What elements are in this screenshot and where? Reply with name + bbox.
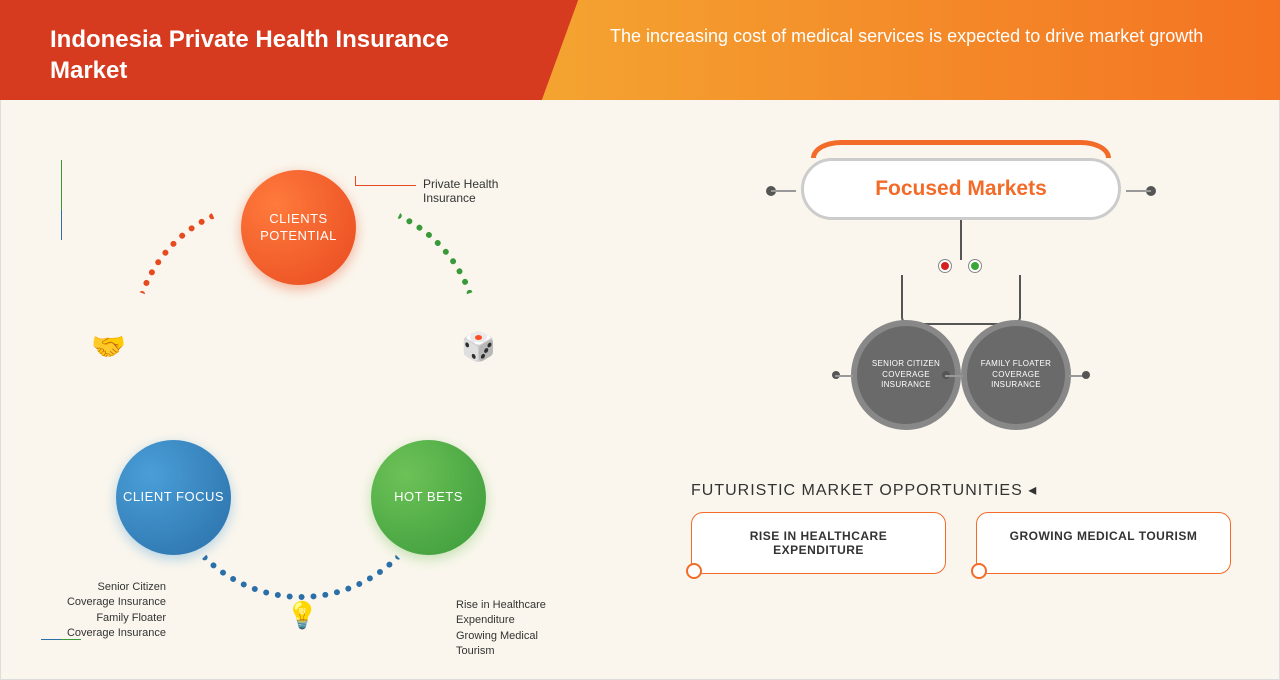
right-column: Focused Markets SENIOR CITIZEN COVERAGE … bbox=[691, 140, 1231, 220]
bulb-icon: 💡 bbox=[286, 600, 318, 631]
tree-branch-right bbox=[961, 275, 1021, 325]
sub-bar bbox=[1069, 375, 1087, 377]
sub-bubble-family: FAMILY FLOATER COVERAGE INSURANCE bbox=[961, 320, 1071, 430]
page-title: Indonesia Private Health Insurance Marke… bbox=[50, 24, 520, 86]
opportunities-title: FUTURISTIC MARKET OPPORTUNITIES bbox=[691, 480, 1231, 500]
focused-markets-title: Focused Markets bbox=[875, 177, 1047, 201]
tree-branch-left bbox=[901, 275, 961, 325]
pill-top-border bbox=[811, 140, 1111, 158]
handshake-icon: 🤝 bbox=[91, 330, 126, 363]
bubble-hot-bets: HOT BETS bbox=[371, 440, 486, 555]
pill-bar-right bbox=[1126, 190, 1151, 192]
lead-label-left: Senior Citizen Coverage InsuranceFamily … bbox=[56, 580, 166, 642]
indicator-green-icon bbox=[969, 260, 981, 272]
focused-markets-pill: Focused Markets SENIOR CITIZEN COVERAGE … bbox=[791, 140, 1131, 220]
opportunities-row: RISE IN HEALTHCARE EXPENDITURE GROWING M… bbox=[691, 512, 1231, 574]
opportunities-section: FUTURISTIC MARKET OPPORTUNITIES RISE IN … bbox=[691, 480, 1231, 574]
opportunity-card: RISE IN HEALTHCARE EXPENDITURE bbox=[691, 512, 946, 574]
header: Indonesia Private Health Insurance Marke… bbox=[0, 0, 1280, 100]
indicator-red-icon bbox=[939, 260, 951, 272]
sub-bar bbox=[835, 375, 853, 377]
pill-bar-left bbox=[771, 190, 796, 192]
sub-bubble-label: SENIOR CITIZEN COVERAGE INSURANCE bbox=[867, 359, 945, 390]
page-subtitle: The increasing cost of medical services … bbox=[610, 24, 1230, 49]
bubble-clients-potential: CLIENTS POTENTIAL bbox=[241, 170, 356, 285]
dice-icon: 🎲 bbox=[461, 330, 496, 363]
opportunity-card: GROWING MEDICAL TOURISM bbox=[976, 512, 1231, 574]
pill-body: Focused Markets bbox=[801, 158, 1121, 220]
cycle-diagram: 🤝 🎲 💡 Private Health Insurance Rise in H… bbox=[61, 160, 541, 640]
header-right: The increasing cost of medical services … bbox=[520, 0, 1280, 100]
bubble-client-focus: CLIENT FOCUS bbox=[116, 440, 231, 555]
sub-bubble-label: FAMILY FLOATER COVERAGE INSURANCE bbox=[977, 359, 1055, 390]
header-left: Indonesia Private Health Insurance Marke… bbox=[0, 0, 520, 100]
lead-line-top bbox=[356, 185, 416, 186]
tree-stem bbox=[960, 220, 962, 260]
body: 🤝 🎲 💡 Private Health Insurance Rise in H… bbox=[0, 100, 1280, 680]
sub-bar bbox=[945, 375, 963, 377]
lead-label-right: Rise in Healthcare ExpenditureGrowing Me… bbox=[456, 598, 566, 660]
lead-label-top: Private Health Insurance bbox=[423, 177, 541, 205]
